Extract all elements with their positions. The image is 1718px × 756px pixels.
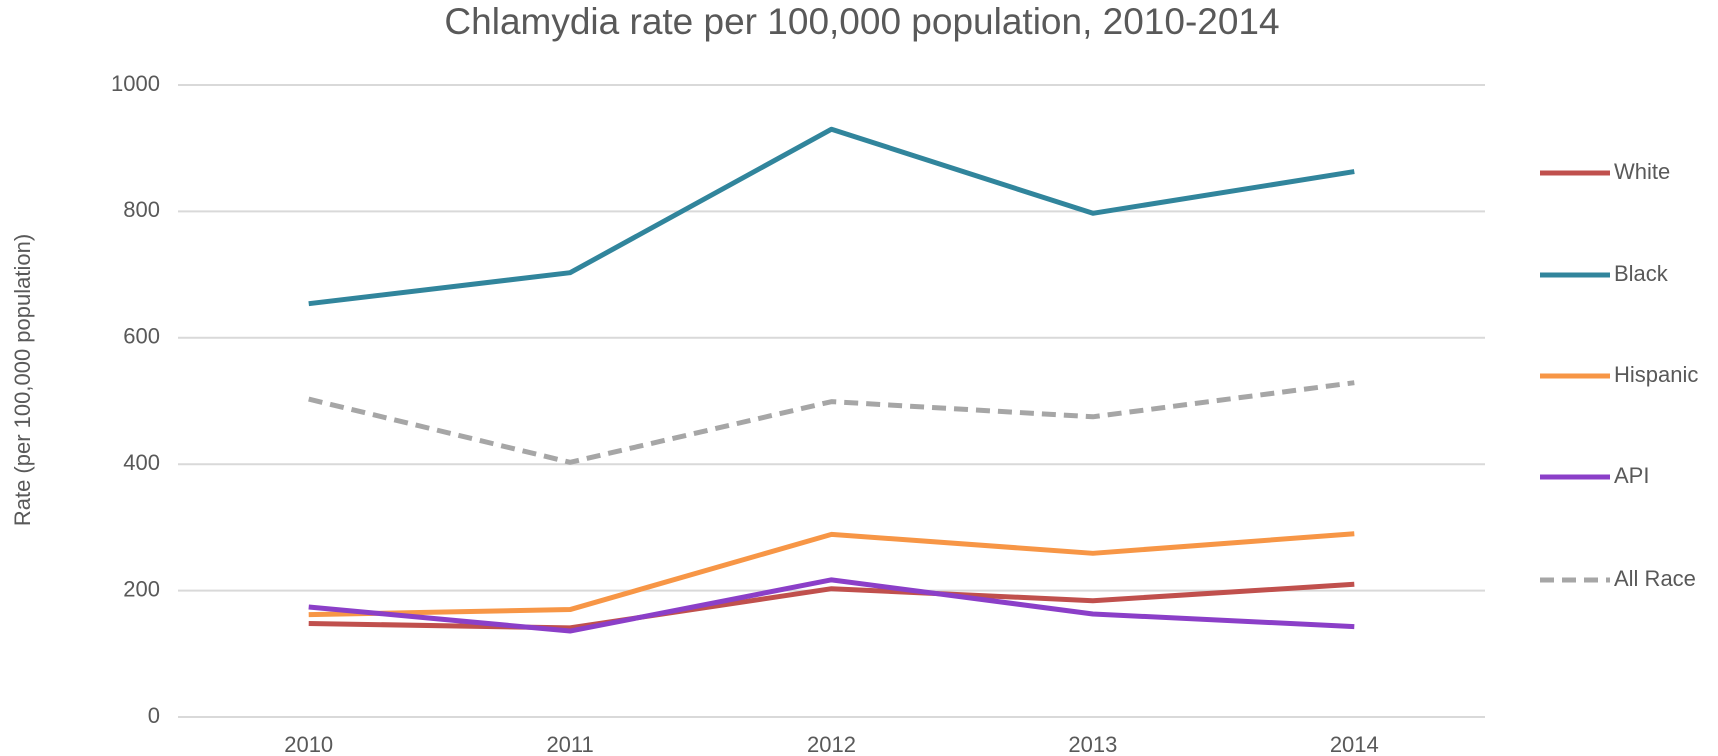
x-tick-label: 2014 <box>1330 732 1379 756</box>
series-line <box>308 581 1355 631</box>
y-tick-label: 400 <box>123 450 160 475</box>
x-tick-label: 2011 <box>546 732 593 756</box>
y-tick-label: 200 <box>123 576 160 601</box>
x-tick-label: 2012 <box>807 732 856 756</box>
series-line <box>308 531 1355 618</box>
series-line <box>308 380 1355 465</box>
y-axis-label: Rate (per 100,000 population) <box>10 234 35 526</box>
series-line <box>308 126 1355 307</box>
legend-label: Black <box>1614 261 1669 286</box>
y-tick-label: 0 <box>148 703 160 728</box>
chart-title: Chlamydia rate per 100,000 population, 2… <box>444 1 1279 42</box>
y-tick-label: 800 <box>123 197 160 222</box>
x-tick-label: 2013 <box>1068 732 1117 756</box>
legend-label: All Race <box>1614 566 1696 591</box>
x-tick-label: 2010 <box>284 732 333 756</box>
y-tick-label: 1000 <box>111 71 160 96</box>
series-line <box>308 577 1355 634</box>
y-tick-label: 600 <box>123 324 160 349</box>
legend-label: API <box>1614 463 1649 488</box>
legend-label: White <box>1614 159 1670 184</box>
legend-label: Hispanic <box>1614 362 1698 387</box>
